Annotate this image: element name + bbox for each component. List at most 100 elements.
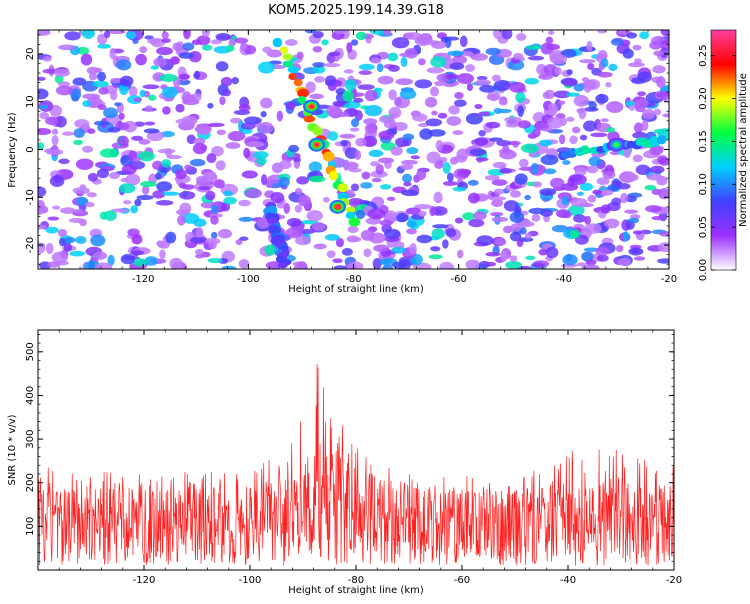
- heatmap-cell: [536, 63, 547, 76]
- heatmap-cell: [57, 229, 68, 237]
- heatmap-cell: [283, 202, 290, 214]
- heatmap-cell: [363, 248, 372, 258]
- heatmap-cell: [38, 199, 45, 210]
- heatmap-cell: [62, 131, 75, 136]
- heatmap-cell: [562, 160, 571, 165]
- heatmap-cell: [601, 58, 609, 68]
- heatmap-cell: [641, 108, 655, 120]
- heatmap-cell: [590, 132, 608, 138]
- heatmap-cell: [498, 99, 508, 106]
- heatmap-cell: [445, 228, 457, 238]
- heatmap-cell: [579, 134, 588, 141]
- heatmap-cell: [182, 120, 195, 130]
- heatmap-cell: [379, 184, 392, 190]
- heatmap-cell: [215, 160, 226, 171]
- heatmap-cell: [476, 76, 488, 81]
- heatmap-cell: [312, 31, 324, 39]
- snr-y-tick-label: 500: [25, 342, 36, 361]
- heatmap-cell: [238, 216, 254, 222]
- heatmap-cell: [530, 162, 539, 175]
- heatmap-cell: [205, 190, 216, 201]
- heatmap-cell: [637, 71, 652, 83]
- figure-title: KOM5.2025.199.14.39.G18: [268, 3, 444, 18]
- heatmap-y-tick-label: -10: [25, 189, 36, 205]
- heatmap-cell: [346, 42, 353, 53]
- heatmap-cell: [470, 53, 488, 61]
- snr-x-axis-label: Height of straight line (km): [288, 585, 424, 596]
- heatmap-cell: [431, 228, 445, 239]
- heatmap-cell: [400, 159, 418, 165]
- heatmap-cell: [611, 197, 622, 206]
- heatmap-cell: [584, 223, 602, 234]
- heatmap-cell: [442, 162, 451, 174]
- heatmap-cell: [653, 50, 665, 57]
- heatmap-cell: [386, 196, 396, 202]
- heatmap-cell: [454, 99, 467, 107]
- heatmap-cell: [328, 51, 341, 57]
- heatmap-cell: [110, 208, 129, 213]
- heatmap-cell: [400, 163, 414, 170]
- heatmap-cell: [39, 112, 50, 120]
- heatmap-cell: [543, 168, 557, 175]
- heatmap-cell: [631, 248, 641, 254]
- heatmap-cell: [541, 127, 554, 132]
- heatmap-cell: [468, 218, 485, 228]
- heatmap-cell: [127, 228, 140, 237]
- heatmap-cell: [517, 105, 525, 117]
- heatmap-cell: [566, 69, 573, 76]
- heatmap-cell: [478, 129, 486, 137]
- heatmap-cell: [244, 188, 262, 199]
- heatmap-cell: [53, 174, 63, 184]
- heatmap-cell: [510, 223, 522, 232]
- heatmap-cell: [156, 46, 174, 56]
- heatmap-cell: [391, 246, 407, 254]
- heatmap-cell: [476, 235, 494, 246]
- heatmap-cell: [175, 169, 187, 180]
- heatmap-cell: [206, 153, 217, 164]
- heatmap-cell: [416, 234, 433, 244]
- heatmap-cell: [574, 166, 587, 177]
- heatmap-cell: [524, 232, 532, 240]
- heatmap-cell: [499, 167, 512, 174]
- heatmap-cell: [430, 86, 439, 97]
- heatmap-cell: [586, 40, 593, 52]
- heatmap-cell: [178, 182, 187, 189]
- heatmap-cell: [418, 210, 427, 217]
- heatmap-cell: [388, 64, 400, 72]
- heatmap-cell: [225, 44, 235, 52]
- heatmap-cell: [646, 173, 664, 181]
- heatmap-cell: [547, 103, 559, 115]
- heatmap-cell: [131, 234, 143, 245]
- heatmap-cell: [46, 148, 64, 156]
- colorbar-tick-label: 0.15: [698, 130, 709, 152]
- heatmap-cell: [538, 73, 554, 80]
- heatmap-streak-cell: [288, 72, 297, 81]
- heatmap-cell: [45, 226, 59, 234]
- heatmap-cell: [215, 61, 229, 72]
- heatmap-cell: [545, 246, 559, 259]
- heatmap-cell: [515, 92, 526, 103]
- heatmap-cell: [76, 46, 90, 55]
- heatmap-cell: [417, 58, 426, 66]
- heatmap-cell: [624, 195, 637, 203]
- heatmap-cell: [592, 189, 602, 195]
- heatmap-cell: [625, 100, 635, 107]
- heatmap-cell: [570, 197, 588, 207]
- heatmap-cell: [183, 30, 191, 40]
- heatmap-cell: [608, 63, 618, 72]
- colorbar-gradient: [710, 29, 737, 271]
- heatmap-cell: [139, 89, 146, 98]
- heatmap-cell: [393, 96, 411, 109]
- heatmap-cell: [573, 83, 585, 92]
- heatmap-cell: [141, 185, 150, 195]
- heatmap-cell: [360, 182, 373, 189]
- heatmap-cell: [546, 43, 561, 51]
- heatmap-cell: [309, 93, 324, 100]
- heatmap-cell: [403, 181, 412, 187]
- heatmap-cell: [617, 183, 631, 190]
- heatmap-cell: [223, 190, 233, 197]
- heatmap-cell: [304, 30, 317, 34]
- heatmap-cell: [159, 249, 166, 259]
- heatmap-cell: [617, 257, 631, 266]
